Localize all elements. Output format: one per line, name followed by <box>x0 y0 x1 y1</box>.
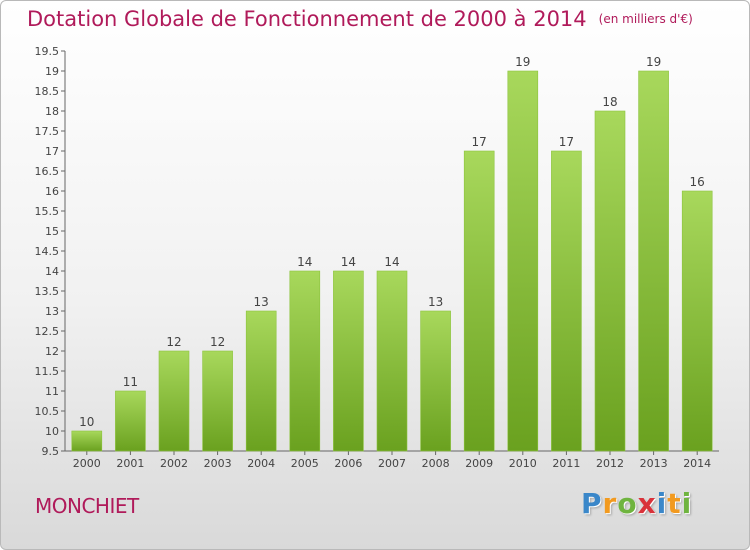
data-label-2014: 16 <box>690 175 705 189</box>
data-labels: 10 11 12 12 13 14 14 14 13 17 19 17 18 19 16 <box>79 55 705 429</box>
y-tick-label: 12.5 <box>35 325 60 338</box>
logo-letter: r <box>602 487 618 520</box>
bar-2000 <box>71 430 103 452</box>
bar-2009 <box>463 150 495 452</box>
y-tick-label: 17.5 <box>35 125 60 138</box>
x-tick-label: 2014 <box>683 457 711 470</box>
y-tick-label: 16 <box>45 185 59 198</box>
logo-letter: P <box>581 487 603 520</box>
data-label-2006: 14 <box>341 255 356 269</box>
data-label-2003: 12 <box>210 335 225 349</box>
data-label-2010: 19 <box>515 55 530 69</box>
commune-name: MONCHIET <box>35 494 139 518</box>
bar-2007 <box>376 270 408 452</box>
data-label-2001: 11 <box>123 375 138 389</box>
axes: 9.5 10 10.5 11 11.5 12 12.5 13 13.5 14 14.5 15 15.5 1… <box>35 45 719 470</box>
data-label-2004: 13 <box>254 295 269 309</box>
x-tick-label: 2011 <box>552 457 580 470</box>
data-label-2013: 19 <box>646 55 661 69</box>
bar-2004 <box>245 310 277 452</box>
y-tick-label: 18.5 <box>35 85 60 98</box>
bar-2014 <box>681 190 713 452</box>
x-tick-label: 2005 <box>291 457 319 470</box>
chart-subtitle: (en milliers d'€) <box>598 12 693 26</box>
x-tick-label: 2012 <box>596 457 624 470</box>
bars <box>71 70 713 452</box>
bar-2005 <box>289 270 321 452</box>
y-tick-label: 10 <box>45 425 59 438</box>
x-tick-label: 2002 <box>160 457 188 470</box>
x-tick-label: 2000 <box>73 457 101 470</box>
x-tick-label: 2013 <box>640 457 668 470</box>
y-tick-label: 13.5 <box>35 285 60 298</box>
bar-2003 <box>202 350 233 452</box>
proxiti-logo[interactable]: Proxiti <box>581 487 692 520</box>
bar-2010 <box>507 70 539 452</box>
bar-2006 <box>333 270 364 452</box>
y-tick-label: 18 <box>45 105 59 118</box>
data-label-2011: 17 <box>559 135 574 149</box>
logo-letter: t <box>667 487 682 520</box>
bar-2002 <box>158 350 190 452</box>
x-tick-label: 2007 <box>378 457 406 470</box>
logo-letter: x <box>637 487 657 520</box>
data-label-2009: 17 <box>472 135 487 149</box>
x-tick-label: 2010 <box>509 457 537 470</box>
chart-title-text: Dotation Globale de Fonctionnement de 20… <box>27 7 587 31</box>
y-tick-label: 13 <box>45 305 59 318</box>
y-tick-label: 17 <box>45 145 59 158</box>
data-label-2012: 18 <box>602 95 617 109</box>
y-tick-label: 15.5 <box>35 205 60 218</box>
y-tick-label: 16.5 <box>35 165 60 178</box>
y-tick-label: 19.5 <box>35 45 60 58</box>
y-tick-label: 11 <box>45 385 59 398</box>
logo-letter: i <box>681 487 693 520</box>
y-tick-label: 14.5 <box>35 245 60 258</box>
bar-2008 <box>420 310 451 452</box>
x-tick-label: 2008 <box>422 457 450 470</box>
y-tick-label: 19 <box>45 65 59 78</box>
data-label-2005: 14 <box>297 255 312 269</box>
data-label-2000: 10 <box>79 415 94 429</box>
bar-2011 <box>551 150 582 452</box>
y-tick-label: 14 <box>45 265 59 278</box>
data-label-2002: 12 <box>166 335 181 349</box>
logo-letter: i <box>656 487 668 520</box>
chart-title: Dotation Globale de Fonctionnement de 20… <box>27 7 693 31</box>
y-tick-label: 10.5 <box>35 405 60 418</box>
data-label-2007: 14 <box>384 255 399 269</box>
x-tick-label: 2006 <box>334 457 362 470</box>
x-tick-label: 2009 <box>465 457 493 470</box>
bar-2013 <box>638 70 669 452</box>
y-tick-label: 12 <box>45 345 59 358</box>
y-tick-label: 15 <box>45 225 59 238</box>
y-tick-label: 11.5 <box>35 365 60 378</box>
x-tick-label: 2004 <box>247 457 275 470</box>
x-tick-label: 2003 <box>204 457 232 470</box>
logo-letter: o <box>617 487 638 520</box>
bar-2001 <box>115 390 146 452</box>
data-label-2008: 13 <box>428 295 443 309</box>
x-tick-label: 2001 <box>116 457 144 470</box>
y-tick-label: 9.5 <box>42 445 60 458</box>
bar-2012 <box>594 110 626 452</box>
